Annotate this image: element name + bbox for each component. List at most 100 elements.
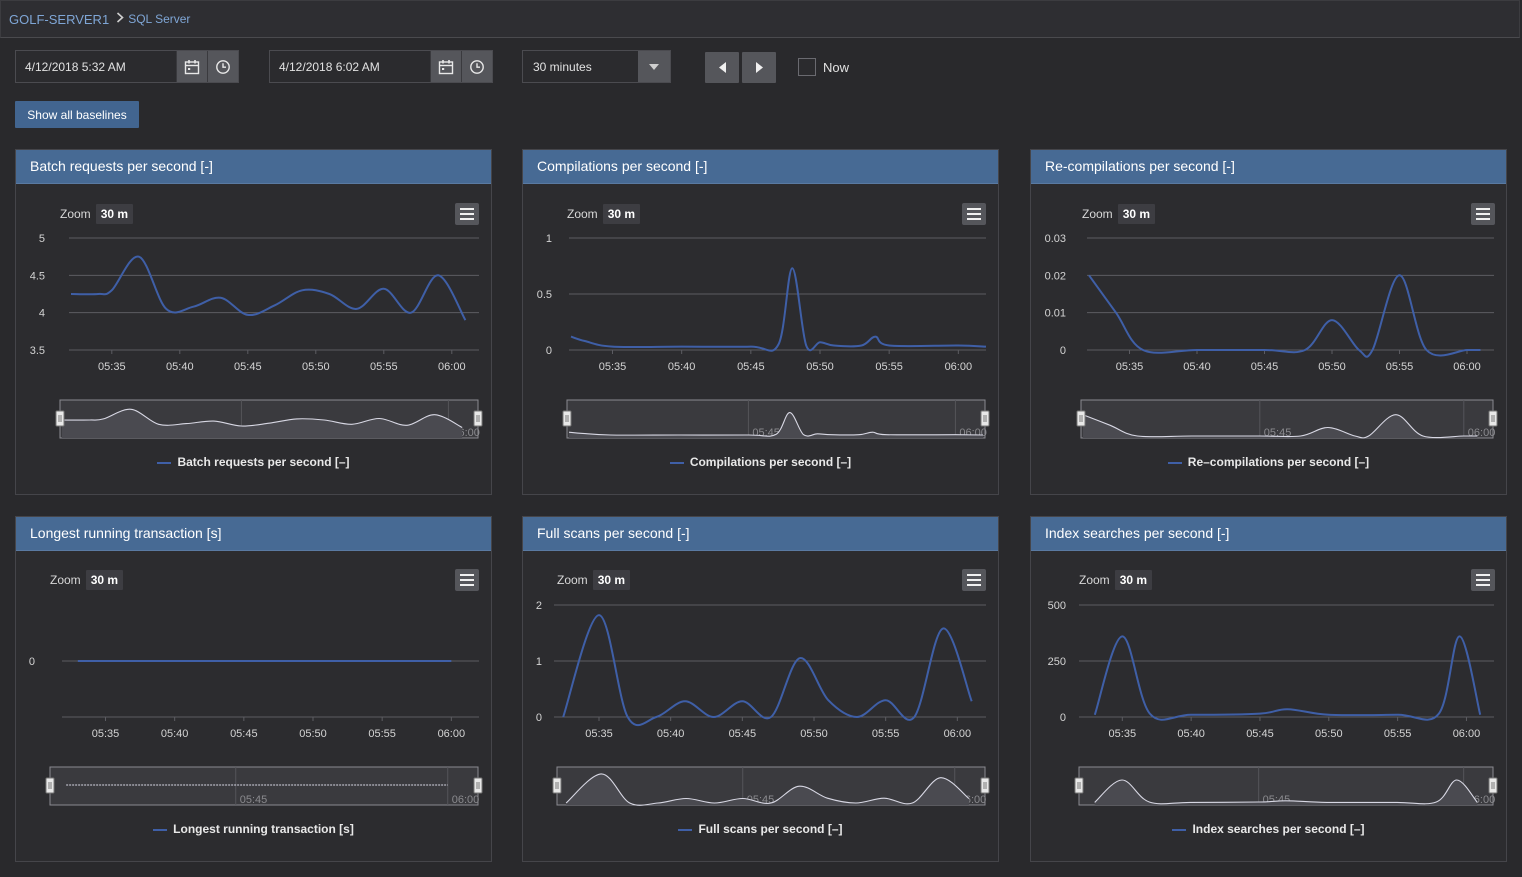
x-tick-label: 05:40 [161,728,189,740]
navigator-handle[interactable] [473,777,483,794]
from-time-button[interactable] [207,51,238,82]
navigator-handle[interactable] [45,777,55,794]
navigator-line [1094,779,1478,805]
x-axis: 05:35 05:40 05:45 05:50 05:55 06:00 [1116,350,1481,373]
from-date-input[interactable]: 4/12/2018 5:32 AM [25,59,126,74]
legend-item[interactable]: Full scans per second [–] [523,822,998,836]
x-tick-label: 05:45 [230,728,258,740]
dropdown-arrow-button[interactable] [638,51,670,82]
navigator-area [566,773,969,806]
zoom-label: Zoom [1082,207,1113,221]
panel-title: Longest running transaction [s] [16,517,491,551]
chart-menu-button[interactable] [1471,569,1495,591]
x-tick-label: 05:40 [1183,361,1211,373]
navigator-window [556,766,986,806]
series-line [562,614,973,727]
x-tick-label: 05:45 [1246,728,1274,740]
show-all-baselines-button[interactable]: Show all baselines [15,101,139,128]
zoom-30m-button[interactable]: 30 m [85,570,124,590]
x-tick-label: 05:40 [668,361,696,373]
legend-item[interactable]: Batch requests per second [–] [16,455,491,469]
to-date-input[interactable]: 4/12/2018 6:02 AM [279,59,380,74]
x-tick-label: 05:35 [1109,728,1137,740]
zoom-30m-button[interactable]: 30 m [592,570,631,590]
x-tick-label: 05:55 [1384,728,1412,740]
legend-item[interactable]: Index searches per second [–] [1031,822,1506,836]
x-tick-label: 05:35 [1116,361,1144,373]
previous-range-button[interactable] [705,52,739,83]
x-tick-label: 05:35 [98,361,126,373]
chart: 0 1 2 05:35 05:40 05:45 05:50 05:55 06:00 05:45 06… [536,600,990,806]
navigator-line [1082,414,1478,439]
zoom-30m-button[interactable]: 30 m [1117,204,1156,224]
x-tick-label: 06:00 [944,728,972,740]
chart-panel-full-scans: Full scans per second [-] Zoom 30 m 0 1 2 05… [522,516,999,862]
to-time-button[interactable] [461,51,492,82]
y-tick-label: 0 [29,656,35,668]
navigator-handle[interactable] [1074,777,1084,794]
legend-swatch [1172,828,1187,831]
legend-item[interactable]: Re–compilations per second [–] [1031,455,1506,469]
legend-item[interactable]: Compilations per second [–] [523,455,998,469]
navigator-area [1083,414,1478,438]
y-tick-label: 3.5 [30,345,45,357]
navigator-handle[interactable] [562,410,572,427]
zoom-control: Zoom 30 m [557,570,631,590]
from-date-picker: 4/12/2018 5:32 AM [15,50,239,83]
chart-menu-button[interactable] [455,569,479,591]
x-tick-label: 05:45 [737,361,765,373]
chart-panel-batch-requests: Batch requests per second [-] Zoom 30 m 3… [15,149,492,495]
from-calendar-button[interactable] [176,51,207,82]
x-tick-label: 05:50 [806,361,834,373]
navigator-area [62,409,463,438]
now-checkbox[interactable] [798,58,816,76]
chart-menu-button[interactable] [962,203,986,225]
chart-menu-button[interactable] [962,569,986,591]
chart-panel-compilations: Compilations per second [-] Zoom 30 m 0 0.… [522,149,999,495]
navigator-handle[interactable] [1076,410,1086,427]
next-range-button[interactable] [742,52,776,83]
x-tick-label: 05:55 [872,728,900,740]
x-axis: 05:35 05:40 05:45 05:50 05:55 06:00 [599,350,972,373]
x-axis: 05:35 05:40 05:45 05:50 05:55 06:00 [1109,717,1481,740]
breadcrumb-server-link[interactable]: GOLF-SERVER1 [9,11,110,27]
series [70,255,467,321]
chart-panel-recompilations: Re-compilations per second [-] Zoom 30 m … [1030,149,1507,495]
zoom-30m-button[interactable]: 30 m [602,204,641,224]
x-tick-label: 05:45 [234,361,262,373]
navigator-handle[interactable] [980,410,990,427]
navigator-handle[interactable] [1488,777,1498,794]
chart-menu-button[interactable] [1471,203,1495,225]
x-tick-label: 06:00 [438,361,466,373]
time-range-select[interactable]: 30 minutes [522,50,671,83]
navigator-handle[interactable] [980,777,990,794]
navigator-handle[interactable] [55,410,65,427]
y-tick-label: 1 [536,656,542,668]
y-axis: 00.51 [537,233,986,357]
navigator-line [565,773,970,806]
navigator-handle[interactable] [1488,410,1498,427]
navigator-area [1094,779,1478,805]
navigator-line [61,408,463,428]
x-tick-label: 06:00 [1453,728,1481,740]
series-line [70,255,467,321]
zoom-control: Zoom 30 m [1079,570,1153,590]
series [570,267,987,352]
series [1093,635,1482,721]
zoom-30m-button[interactable]: 30 m [1114,570,1153,590]
legend-item[interactable]: Longest running transaction [s] [16,822,491,836]
x-tick-label: 05:45 [729,728,757,740]
y-tick-label: 0.03 [1045,233,1066,245]
zoom-30m-button[interactable]: 30 m [95,204,134,224]
to-calendar-button[interactable] [430,51,461,82]
x-tick-label: 05:45 [1251,361,1279,373]
navigator-handle[interactable] [473,410,483,427]
navigator-handle[interactable] [552,777,562,794]
chart-menu-button[interactable] [455,203,479,225]
breadcrumb-current: SQL Server [128,12,191,26]
navigator-tick-label: 05:45 [240,794,268,806]
